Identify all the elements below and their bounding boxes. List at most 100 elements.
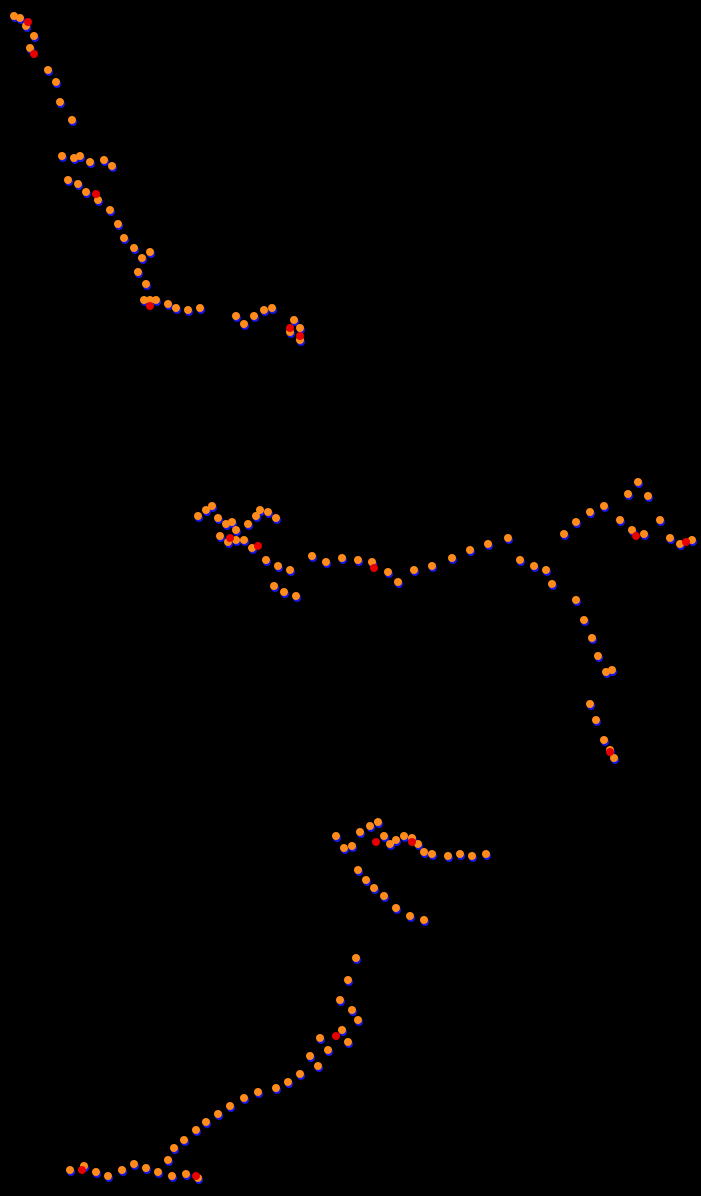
highlight-point [632,532,640,540]
data-point [354,1016,362,1024]
data-point [214,1110,222,1118]
data-point [286,566,294,574]
data-point [548,580,556,588]
data-point [138,254,146,262]
data-point [354,556,362,564]
data-point [170,1144,178,1152]
data-point [274,562,282,570]
data-point [152,296,160,304]
data-point [356,828,364,836]
data-point [232,526,240,534]
highlight-point [24,18,32,26]
data-point [142,280,150,288]
data-point [586,508,594,516]
data-point [400,832,408,840]
data-point [504,534,512,542]
data-point [108,162,116,170]
highlight-point [92,190,100,198]
data-point [30,32,38,40]
data-point [394,578,402,586]
data-point [380,832,388,840]
data-point [272,1084,280,1092]
data-point [374,818,382,826]
data-point [146,248,154,256]
data-point [344,976,352,984]
data-point [456,850,464,858]
data-point [58,152,66,160]
data-point [66,1166,74,1174]
data-point [254,1088,262,1096]
data-point [250,312,258,320]
data-point [380,892,388,900]
data-point [572,518,580,526]
data-point [468,852,476,860]
data-point [588,634,596,642]
data-point [118,1166,126,1174]
highlight-point [226,534,234,542]
data-point [192,1126,200,1134]
data-point [444,852,452,860]
scatter-plot [0,0,701,1196]
data-point [86,158,94,166]
data-point [366,822,374,830]
data-point [106,206,114,214]
data-point [640,530,648,538]
data-point [100,156,108,164]
data-point [240,320,248,328]
data-point [228,518,236,526]
data-point [624,490,632,498]
data-point [340,844,348,852]
data-point [306,1052,314,1060]
data-point [586,700,594,708]
data-point [134,268,142,276]
data-point [194,512,202,520]
data-point [336,996,344,1004]
data-point [256,506,264,514]
data-point [172,304,180,312]
data-point [130,244,138,252]
data-point [74,180,82,188]
data-point [392,904,400,912]
data-point [560,530,568,538]
highlight-point [372,838,380,846]
data-point [44,66,52,74]
data-point [292,592,300,600]
data-point [362,876,370,884]
data-point [16,14,24,22]
data-point [268,304,276,312]
data-point [338,554,346,562]
data-point [120,234,128,242]
data-point [240,536,248,544]
data-point [130,1160,138,1168]
data-point [154,1168,162,1176]
data-point [214,514,222,522]
data-point [208,502,216,510]
highlight-point [254,542,262,550]
data-point [314,1062,322,1070]
data-point [594,652,602,660]
data-point [608,666,616,674]
data-point [338,1026,346,1034]
data-point [448,554,456,562]
data-point [296,324,304,332]
data-point [290,316,298,324]
data-point [142,1164,150,1172]
data-point [262,556,270,564]
data-point [240,1094,248,1102]
data-point [264,508,272,516]
highlight-point [286,324,294,332]
data-point [600,502,608,510]
data-point [260,306,268,314]
data-point [180,1136,188,1144]
highlight-point [78,1166,86,1174]
data-point [280,588,288,596]
highlight-point [332,1032,340,1040]
highlight-point [146,302,154,310]
data-point [600,736,608,744]
data-point [168,1172,176,1180]
data-point [324,1046,332,1054]
data-point [666,534,674,542]
highlight-point [192,1172,200,1180]
data-point [164,1156,172,1164]
data-point [482,850,490,858]
